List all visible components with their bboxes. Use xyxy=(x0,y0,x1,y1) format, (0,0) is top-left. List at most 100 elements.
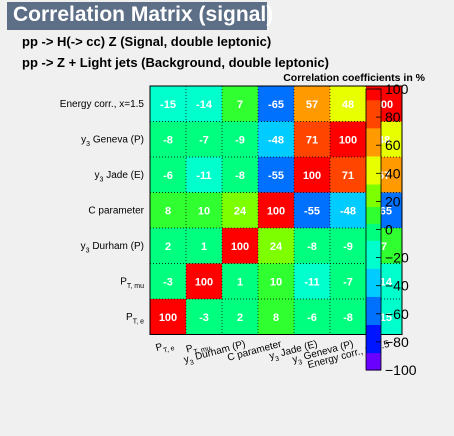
colorbar-bin xyxy=(366,190,381,197)
heatmap-cell xyxy=(258,192,294,228)
cell-label: -11 xyxy=(304,276,319,288)
colorbar-bin xyxy=(366,274,381,281)
heatmap-cell xyxy=(222,192,258,228)
heatmap-cell xyxy=(294,86,330,122)
colorbar-bin xyxy=(366,336,381,343)
colorbar-bin xyxy=(366,291,381,298)
cell-label: -65 xyxy=(268,99,284,111)
colorbar-bin xyxy=(366,89,381,96)
heatmap-cell xyxy=(294,192,330,228)
colorbar-bin xyxy=(366,319,381,326)
colorbar-bin xyxy=(366,145,381,152)
heatmap-cell xyxy=(150,192,186,228)
colorbar-tick-label: 80 xyxy=(385,109,401,125)
heatmap-cell xyxy=(222,86,258,122)
colorbar-bin xyxy=(366,167,381,174)
chart-title: Correlation coefficients in % xyxy=(283,72,425,84)
title-bar: Correlation Matrix (signal) xyxy=(7,2,273,30)
cell-label: -55 xyxy=(304,205,320,217)
cell-label: -3 xyxy=(163,276,173,288)
heatmap-cell xyxy=(258,263,294,299)
cell-label: -8 xyxy=(235,170,245,182)
colorbar-bin xyxy=(366,117,381,124)
colorbar-bin xyxy=(366,195,381,202)
heatmap-cell xyxy=(330,228,366,264)
cell-label: 24 xyxy=(270,241,283,253)
heatmap-cell xyxy=(330,86,366,122)
cell-label: -15 xyxy=(160,99,176,111)
colorbar-bin xyxy=(366,133,381,141)
column-label: PT, mu xyxy=(185,339,212,358)
heatmap-cell xyxy=(186,228,222,264)
colorbar-bin xyxy=(366,201,381,208)
heatmap-cell xyxy=(150,228,186,264)
colorbar-bin xyxy=(366,246,381,253)
heatmap-cell xyxy=(186,86,222,122)
colorbar-bin xyxy=(366,100,381,107)
row-label: PT, e xyxy=(126,312,144,326)
colorbar-bin xyxy=(366,251,381,259)
cell-label: 10 xyxy=(270,276,282,288)
heatmap-cell xyxy=(258,228,294,264)
colorbar-bin xyxy=(366,156,381,163)
colorbar-bin xyxy=(366,285,381,292)
colorbar-tick-label: −60 xyxy=(385,306,409,322)
cell-label: 24 xyxy=(234,205,247,217)
heatmap-cell xyxy=(330,299,366,335)
cell-label: -6 xyxy=(163,170,173,182)
heatmap-cell xyxy=(150,157,186,193)
cell-label: 1 xyxy=(201,241,207,253)
colorbar-tick-label: 40 xyxy=(385,165,401,181)
heatmap-cell xyxy=(294,121,330,157)
colorbar-bin xyxy=(366,94,381,101)
cell-label: 100 xyxy=(339,134,357,146)
colorbar-bin xyxy=(366,128,381,135)
colorbar-tick-label: 100 xyxy=(385,81,409,97)
colorbar-bin xyxy=(366,280,381,287)
colorbar-bin xyxy=(366,184,381,191)
heatmap-cell xyxy=(330,263,366,299)
heatmap-cell xyxy=(222,121,258,157)
heatmap-cell xyxy=(222,263,258,299)
colorbar-bin xyxy=(366,139,381,146)
heatmap-cell xyxy=(150,86,186,122)
colorbar-bin xyxy=(366,330,381,337)
cell-label: 100 xyxy=(231,241,249,253)
cell-label: -9 xyxy=(235,134,245,146)
cell-label: -48 xyxy=(268,134,284,146)
cell-label: -3 xyxy=(199,312,209,324)
colorbar-bin xyxy=(366,313,381,321)
heatmap-cell xyxy=(294,299,330,335)
heatmap-cell xyxy=(258,121,294,157)
colorbar-bin xyxy=(366,364,381,371)
heatmap-cell xyxy=(186,299,222,335)
colorbar-bin xyxy=(366,178,381,186)
page-title: Correlation Matrix (signal) xyxy=(13,3,274,26)
colorbar-bin xyxy=(366,341,381,349)
cell-label: 1 xyxy=(237,276,243,288)
heatmap-cell xyxy=(186,192,222,228)
cell-label: -8 xyxy=(163,134,173,146)
background-line: pp -> Z + Light jets (Background, double… xyxy=(22,55,329,70)
colorbar-bin xyxy=(366,111,381,118)
row-label: y3 Geneva (P) xyxy=(81,134,144,148)
colorbar-bin xyxy=(366,173,381,180)
colorbar-bin xyxy=(366,257,381,264)
colorbar-bin xyxy=(366,150,381,158)
cell-label: 100 xyxy=(303,170,321,182)
colorbar-bin xyxy=(366,218,381,225)
colorbar-bin xyxy=(366,235,381,242)
colorbar-bin xyxy=(366,105,381,113)
colorbar-bin xyxy=(366,347,381,354)
cell-label: 2 xyxy=(237,312,243,324)
row-label: PT, mu xyxy=(120,276,144,290)
cell-label: -14 xyxy=(196,99,213,111)
heatmap-cell xyxy=(150,121,186,157)
heatmap-cell xyxy=(222,228,258,264)
heatmap-cell xyxy=(294,228,330,264)
heatmap-cell xyxy=(330,192,366,228)
row-label: y3 Jade (E) xyxy=(95,170,144,184)
heatmap-cell xyxy=(222,157,258,193)
colorbar-bin xyxy=(366,296,381,304)
heatmap-cell xyxy=(330,121,366,157)
